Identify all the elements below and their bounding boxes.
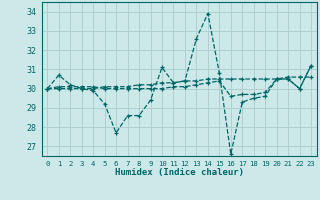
X-axis label: Humidex (Indice chaleur): Humidex (Indice chaleur): [115, 168, 244, 177]
